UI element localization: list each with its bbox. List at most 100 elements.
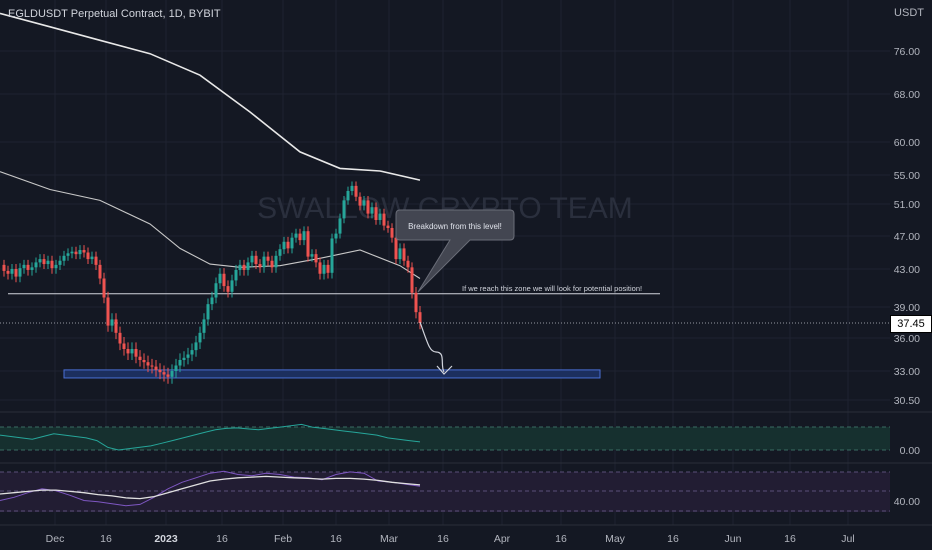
candle-body [342,200,346,219]
candle-body [378,213,382,220]
price-tick-label: 43.00 [894,264,920,276]
oscillator-2-line [0,470,421,507]
candle-body [50,260,54,269]
price-tick-label: 76.00 [894,46,920,58]
candle-body [406,260,410,268]
time-tick-label: Dec [46,533,65,545]
candle-body [282,241,286,250]
candle-body [270,260,274,268]
candle-body [414,292,418,313]
candle-body [34,262,38,268]
candle-body [10,269,14,274]
price-tick-label: 36.00 [894,333,920,345]
candle-body [14,269,18,277]
currency-label: USDT [894,7,924,19]
candle-body [302,231,306,241]
candle-body [242,264,246,270]
candle-body [194,342,198,351]
candle-body [394,237,398,260]
candle-body [146,362,150,366]
chart-title: EGLDUSDT Perpetual Contract, 1D, BYBIT [8,8,221,20]
price-axis: 76.00 68.00 60.00 55.00 51.00 47.00 43.00 39.00… [894,46,920,407]
candle-body [58,260,62,265]
moving-average-line [0,171,421,279]
candle-body [198,332,202,343]
candle-body [18,268,22,277]
candle-body [62,255,66,261]
candle-body [290,237,294,249]
price-tick-label: 55.00 [894,170,920,182]
oscillator-2-band [0,472,890,512]
oscillator-1-tick: 0.00 [900,445,921,457]
candle-body [306,231,310,257]
candle-body [98,264,102,279]
candle-body [410,267,414,293]
time-tick-label: 16 [330,533,342,545]
candle-body [366,200,370,214]
price-tick-label: 39.00 [894,302,920,314]
candle-body [142,360,146,363]
candle-body [330,238,334,273]
candles [2,181,422,384]
candle-body [334,233,338,239]
candle-body [234,269,238,281]
candle-body [54,264,58,269]
time-tick-label: Jul [841,533,854,545]
candle-body [70,251,74,254]
candle-body [278,249,282,256]
candle-body [350,185,354,191]
candle-body [286,241,290,249]
candle-body [90,256,94,260]
candle-body [246,262,250,270]
candle-body [94,256,98,265]
candle-body [266,256,270,261]
candle-body [362,200,366,206]
projection-arrow [419,321,445,373]
candle-body [30,267,34,270]
candle-body [66,253,70,256]
candle-body [318,262,322,274]
oscillator-1-band [0,427,890,450]
candle-body [126,349,130,354]
candle-body [186,354,190,358]
candle-body [110,319,114,326]
candle-body [314,254,318,263]
candle-body [294,233,298,238]
price-tick-label: 33.00 [894,366,920,378]
candle-body [154,366,158,370]
candle-body [42,259,46,265]
candle-body [230,280,234,292]
candle-body [106,297,110,326]
time-axis: Dec 16 2023 16 Feb 16 Mar 16 Apr 16 May 16 Jun 16 Jul [46,533,855,545]
candle-body [214,283,218,298]
candle-body [346,190,350,201]
candle-body [190,350,194,355]
oscillator-2-tick: 40.00 [894,496,920,508]
candle-body [218,273,222,284]
candle-body [130,349,134,354]
time-tick-label: Jun [725,533,742,545]
time-tick-label: 16 [667,533,679,545]
candle-body [358,196,362,206]
zone-note-text: If we reach this zone we will look for p… [462,284,642,293]
candle-body [258,264,262,268]
candle-body [238,264,242,270]
price-tick-label: 51.00 [894,199,920,211]
price-tick-label: 30.50 [894,395,920,407]
time-tick-label: 16 [555,533,567,545]
current-price-tag: 37.45 [890,315,932,334]
candle-body [86,252,90,260]
candle-body [226,286,230,292]
candle-body [274,255,278,268]
projection-arrowhead [436,365,453,375]
candle-body [166,374,170,377]
oscillator-1-line [0,423,421,451]
time-tick-label: Feb [274,533,292,545]
candle-body [374,207,378,220]
candle-body [398,248,402,260]
moving-average-line [0,12,421,181]
candle-body [2,264,6,271]
time-tick-label: 16 [216,533,228,545]
candle-body [210,297,214,305]
